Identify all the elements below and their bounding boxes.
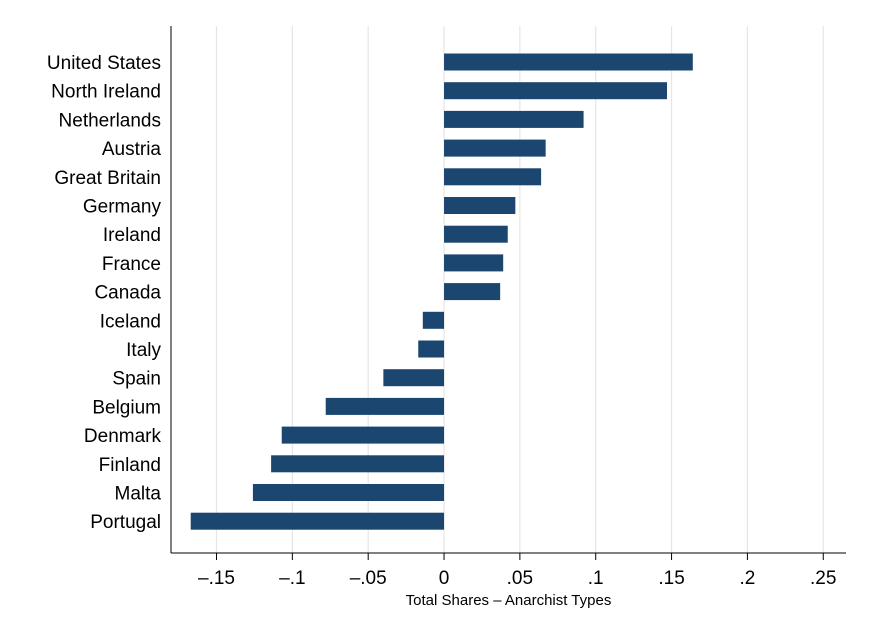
bar <box>418 340 445 358</box>
x-tick-label: .25 <box>810 568 836 589</box>
x-tick-label: .1 <box>588 568 604 589</box>
category-label: Belgium <box>92 397 161 418</box>
category-label: Italy <box>126 340 161 361</box>
bar <box>444 110 584 128</box>
bar <box>271 455 445 473</box>
bar <box>190 512 445 530</box>
category-label: Ireland <box>103 225 161 246</box>
x-tick-label: .2 <box>739 568 755 589</box>
category-label: North Ireland <box>51 82 161 103</box>
x-tick-label: 0 <box>439 568 450 589</box>
x-tick-label: .05 <box>507 568 533 589</box>
bar <box>444 82 668 100</box>
bar <box>444 225 508 243</box>
bar <box>444 53 693 71</box>
bar <box>444 197 516 214</box>
category-label: Spain <box>112 369 161 390</box>
category-label: United States <box>47 53 161 74</box>
x-tick-label: –.05 <box>350 568 387 589</box>
bar <box>325 397 445 415</box>
bar <box>252 484 445 501</box>
category-label: Malta <box>115 484 162 505</box>
category-label: Netherlands <box>59 110 161 131</box>
bar <box>444 283 501 301</box>
x-tick-labels: –.15 –.1 –.05 0 .05 .1 .15 .2 .25 <box>198 553 836 589</box>
category-label: Germany <box>83 197 162 218</box>
x-tick-label: –.1 <box>279 568 305 589</box>
x-tick-label: –.15 <box>198 568 235 589</box>
bar <box>281 426 445 444</box>
category-label: Iceland <box>100 311 161 332</box>
bars <box>190 53 693 530</box>
bar <box>444 139 546 157</box>
bar <box>422 311 445 329</box>
bar <box>444 254 504 272</box>
category-labels: United States North Ireland Netherlands Aus… <box>47 53 162 533</box>
category-label: France <box>102 254 161 275</box>
category-label: Finland <box>99 455 161 476</box>
category-label: Denmark <box>84 426 162 447</box>
category-label: Canada <box>94 283 161 304</box>
axes <box>170 26 846 554</box>
bar <box>383 369 445 387</box>
bar <box>444 168 542 186</box>
gridlines <box>215 26 824 553</box>
category-label: Austria <box>102 139 162 160</box>
x-axis-title: Total Shares – Anarchist Types <box>406 592 612 609</box>
category-label: Portugal <box>90 512 161 533</box>
category-label: Great Britain <box>54 168 161 189</box>
x-tick-label: .15 <box>658 568 684 589</box>
